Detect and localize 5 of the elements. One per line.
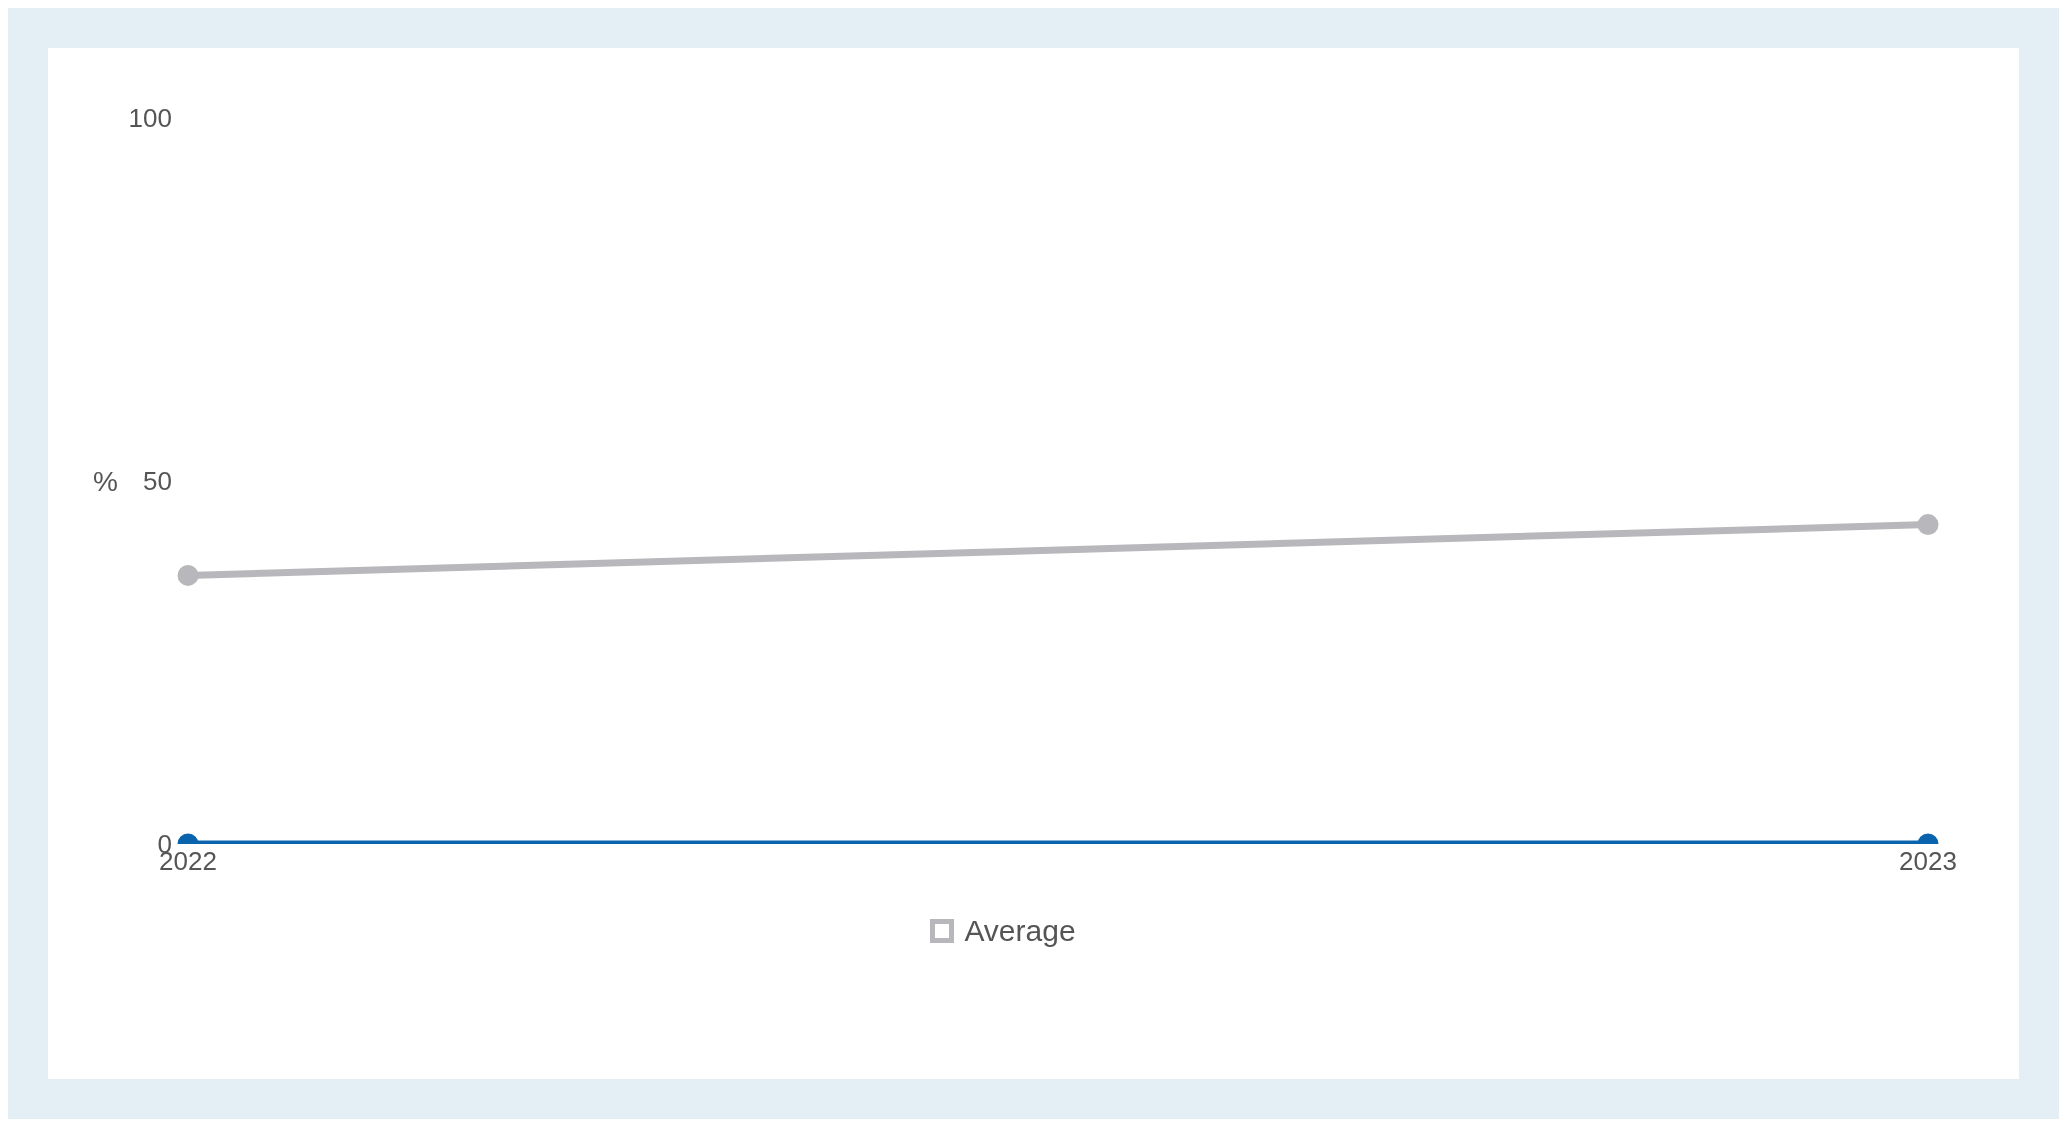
x-tick-label: 2023 — [1899, 846, 1957, 877]
y-tick-label: 50 — [143, 466, 172, 497]
legend-label: Average — [964, 914, 1076, 948]
y-axis-title: % — [93, 465, 118, 497]
y-tick-label: 100 — [128, 103, 172, 134]
